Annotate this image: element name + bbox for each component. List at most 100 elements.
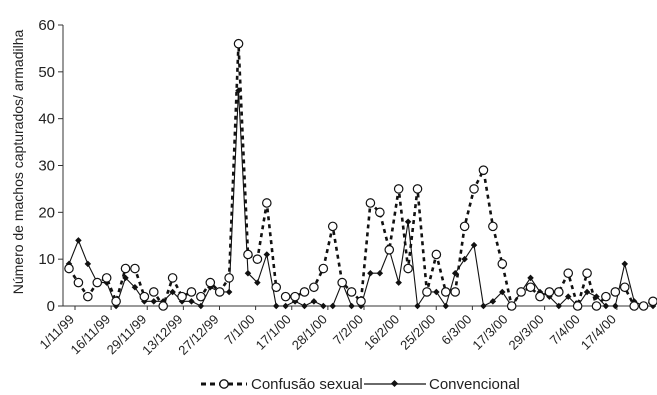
point-convencional [499, 288, 506, 296]
point-convencional [442, 302, 450, 310]
x-tick-label: 29/3/00 [505, 312, 546, 353]
point-confusao [337, 277, 347, 288]
point-confusao [205, 277, 216, 288]
point-convencional [84, 260, 92, 268]
point-confusao [412, 184, 423, 194]
series-line-confusao [67, 43, 654, 311]
point-confusao [469, 184, 479, 194]
axes [62, 25, 655, 307]
series-layer [64, 38, 657, 311]
point-convencional [131, 284, 139, 291]
legend-item-convencional: Convencional [364, 376, 520, 393]
point-convencional [301, 302, 308, 310]
legend-confusao-marker [219, 379, 229, 389]
point-confusao [290, 291, 300, 302]
point-confusao [459, 221, 470, 232]
y-tick-label: 20 [38, 204, 55, 221]
point-convencional [225, 288, 233, 296]
y-tick-label: 50 [38, 64, 55, 81]
point-confusao [638, 301, 649, 311]
y-tick-label: 0 [47, 298, 55, 315]
point-confusao [252, 254, 263, 264]
point-confusao [403, 263, 413, 274]
y-ticks: 0 10 20 30 40 50 60 [38, 17, 63, 315]
point-confusao [478, 165, 489, 175]
point-convencional [282, 302, 289, 310]
point-confusao [393, 184, 404, 194]
point-convencional [272, 302, 280, 310]
x-tick-label: 17/4/00 [578, 312, 619, 353]
point-confusao [619, 282, 630, 293]
point-confusao [309, 282, 319, 293]
point-confusao [120, 263, 131, 274]
point-convencional [169, 288, 176, 296]
point-convencional [348, 302, 355, 310]
y-tick-label: 40 [38, 111, 55, 128]
point-confusao [83, 291, 93, 302]
point-confusao [186, 287, 197, 297]
point-confusao [591, 301, 602, 311]
point-confusao [148, 287, 159, 297]
point-convencional [150, 298, 158, 305]
point-convencional [395, 279, 402, 286]
point-convencional [197, 302, 205, 310]
point-confusao [271, 282, 282, 293]
point-convencional [310, 298, 318, 305]
point-convencional [461, 255, 468, 263]
point-convencional [555, 302, 563, 310]
point-confusao [167, 273, 178, 283]
point-confusao [327, 221, 338, 232]
x-tick-label: 16/2/00 [361, 312, 402, 353]
point-confusao [384, 245, 395, 255]
y-tick-label: 10 [38, 251, 55, 268]
legend-item-confusao: Confusão sexual [201, 376, 363, 393]
point-confusao [196, 291, 206, 302]
point-confusao [572, 301, 583, 311]
point-confusao [497, 259, 508, 269]
point-convencional [489, 298, 497, 305]
point-confusao [601, 291, 611, 302]
point-convencional [621, 260, 628, 268]
point-confusao [214, 287, 225, 297]
point-confusao [440, 287, 451, 297]
point-confusao [356, 296, 366, 307]
point-convencional [376, 269, 384, 277]
point-convencional [263, 251, 271, 258]
point-confusao [563, 268, 574, 279]
point-convencional [564, 293, 572, 300]
point-confusao [535, 291, 545, 302]
point-convencional [470, 241, 478, 249]
point-convencional [254, 279, 261, 286]
point-confusao [243, 249, 253, 260]
point-confusao [506, 301, 517, 311]
point-convencional [329, 302, 336, 310]
point-confusao [299, 287, 310, 297]
point-convencional [244, 269, 252, 277]
legend-convencional-label: Convencional [429, 376, 520, 393]
point-convencional [75, 237, 82, 244]
point-confusao [431, 249, 442, 260]
point-confusao [525, 282, 536, 293]
point-confusao [488, 221, 498, 232]
point-convencional [480, 302, 487, 310]
point-convencional [433, 288, 440, 296]
x-tick-label: 17/3/00 [469, 312, 510, 353]
point-confusao [554, 287, 564, 297]
point-convencional [404, 218, 412, 225]
point-convencional [612, 302, 619, 310]
x-tick-label: 28/1/00 [289, 312, 330, 353]
point-confusao [610, 287, 621, 297]
point-convencional [414, 302, 421, 310]
point-confusao [450, 287, 460, 297]
point-confusao [516, 287, 526, 297]
point-convencional [188, 298, 195, 305]
point-confusao [262, 198, 272, 208]
point-confusao [73, 277, 84, 288]
point-convencional [367, 269, 374, 277]
point-confusao [111, 296, 121, 307]
legend: Confusão sexual Convencional [201, 376, 520, 393]
y-tick-label: 60 [38, 17, 55, 34]
point-confusao [544, 287, 555, 297]
x-tick-label: 17/1/00 [253, 312, 294, 353]
